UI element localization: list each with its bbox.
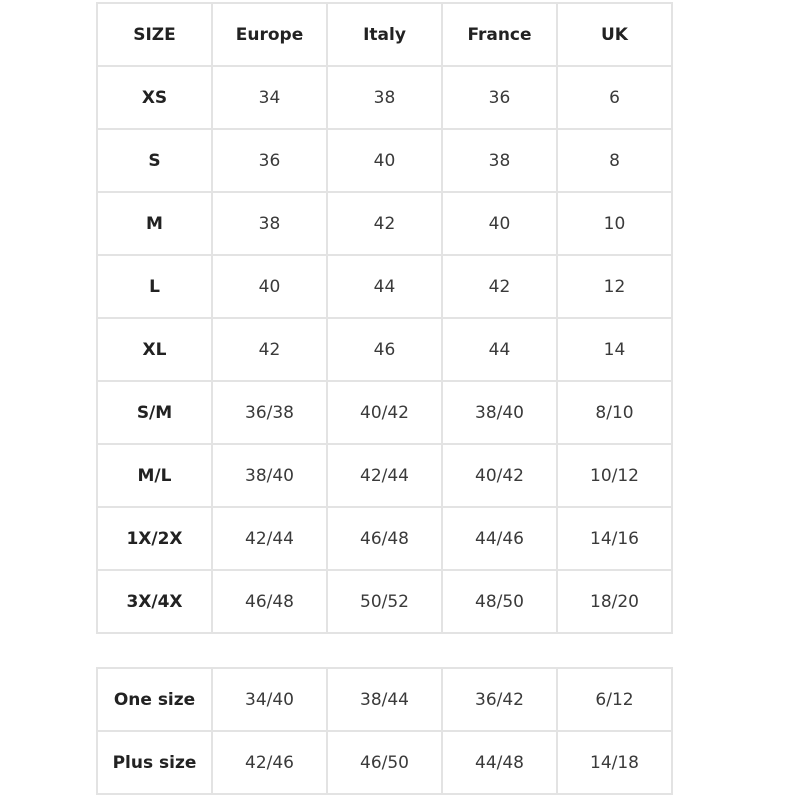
table-row: Plus size 42/46 46/50 44/48 14/18	[96, 730, 673, 795]
size-value-cell: 10	[556, 191, 673, 256]
size-label-cell: S/M	[96, 380, 213, 445]
size-value-cell: 8	[556, 128, 673, 193]
size-value-cell: 42	[211, 317, 328, 382]
size-value-cell: 18/20	[556, 569, 673, 634]
size-value-cell: 40/42	[326, 380, 443, 445]
size-value-cell: 38	[326, 65, 443, 130]
table-row: S 36 40 38 8	[96, 128, 673, 193]
table-row: One size 34/40 38/44 36/42 6/12	[96, 667, 673, 732]
size-label-cell: S	[96, 128, 213, 193]
size-value-cell: 38	[441, 128, 558, 193]
size-value-cell: 42	[441, 254, 558, 319]
size-value-cell: 40	[326, 128, 443, 193]
size-value-cell: 10/12	[556, 443, 673, 508]
size-label-cell: XS	[96, 65, 213, 130]
size-value-cell: 36/42	[441, 667, 558, 732]
column-header: France	[441, 2, 558, 67]
table-row: M 38 42 40 10	[96, 191, 673, 256]
size-value-cell: 46	[326, 317, 443, 382]
size-value-cell: 42/44	[326, 443, 443, 508]
size-value-cell: 46/48	[326, 506, 443, 571]
size-value-cell: 44	[326, 254, 443, 319]
table-row: M/L 38/40 42/44 40/42 10/12	[96, 443, 673, 508]
column-header: Europe	[211, 2, 328, 67]
extra-size-table: One size 34/40 38/44 36/42 6/12 Plus size 42/4…	[96, 667, 673, 795]
table-row: XL 42 46 44 14	[96, 317, 673, 382]
table-row: XS 34 38 36 6	[96, 65, 673, 130]
size-value-cell: 14	[556, 317, 673, 382]
size-label-cell: L	[96, 254, 213, 319]
size-value-cell: 46/48	[211, 569, 328, 634]
size-value-cell: 8/10	[556, 380, 673, 445]
size-label-cell: 3X/4X	[96, 569, 213, 634]
size-value-cell: 12	[556, 254, 673, 319]
column-header: UK	[556, 2, 673, 67]
size-value-cell: 36/38	[211, 380, 328, 445]
size-chart-table: SIZE Europe Italy France UK XS 34 38 36 6 S 36 40 38 8…	[96, 2, 673, 634]
size-label-cell: XL	[96, 317, 213, 382]
size-value-cell: 44/48	[441, 730, 558, 795]
column-header: Italy	[326, 2, 443, 67]
table-row: L 40 44 42 12	[96, 254, 673, 319]
size-value-cell: 6	[556, 65, 673, 130]
size-label-cell: One size	[96, 667, 213, 732]
size-value-cell: 34	[211, 65, 328, 130]
size-value-cell: 40	[211, 254, 328, 319]
size-value-cell: 42/44	[211, 506, 328, 571]
size-value-cell: 40	[441, 191, 558, 256]
size-value-cell: 14/18	[556, 730, 673, 795]
size-value-cell: 38/40	[441, 380, 558, 445]
size-value-cell: 48/50	[441, 569, 558, 634]
size-value-cell: 14/16	[556, 506, 673, 571]
table-row: 1X/2X 42/44 46/48 44/46 14/16	[96, 506, 673, 571]
size-label-cell: M	[96, 191, 213, 256]
size-value-cell: 44	[441, 317, 558, 382]
size-label-cell: 1X/2X	[96, 506, 213, 571]
size-value-cell: 44/46	[441, 506, 558, 571]
size-value-cell: 38/40	[211, 443, 328, 508]
size-value-cell: 38	[211, 191, 328, 256]
size-value-cell: 46/50	[326, 730, 443, 795]
size-value-cell: 6/12	[556, 667, 673, 732]
size-value-cell: 50/52	[326, 569, 443, 634]
size-value-cell: 42/46	[211, 730, 328, 795]
size-value-cell: 40/42	[441, 443, 558, 508]
size-value-cell: 36	[211, 128, 328, 193]
column-header: SIZE	[96, 2, 213, 67]
size-value-cell: 42	[326, 191, 443, 256]
size-label-cell: Plus size	[96, 730, 213, 795]
header-row: SIZE Europe Italy France UK	[96, 2, 673, 67]
size-value-cell: 36	[441, 65, 558, 130]
size-value-cell: 38/44	[326, 667, 443, 732]
size-value-cell: 34/40	[211, 667, 328, 732]
table-row: 3X/4X 46/48 50/52 48/50 18/20	[96, 569, 673, 634]
size-label-cell: M/L	[96, 443, 213, 508]
table-row: S/M 36/38 40/42 38/40 8/10	[96, 380, 673, 445]
